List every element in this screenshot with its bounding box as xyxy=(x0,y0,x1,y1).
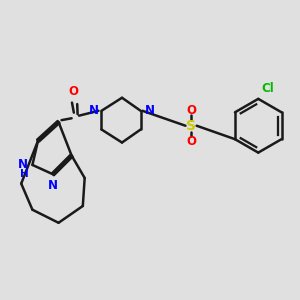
Text: O: O xyxy=(186,103,196,117)
Text: N: N xyxy=(144,104,154,117)
Text: H: H xyxy=(20,169,28,179)
Text: O: O xyxy=(186,135,196,148)
Text: Cl: Cl xyxy=(261,82,274,95)
Text: O: O xyxy=(68,85,79,98)
Text: N: N xyxy=(48,179,58,192)
Text: S: S xyxy=(186,119,196,133)
Text: N: N xyxy=(18,158,28,171)
Text: N: N xyxy=(88,103,98,117)
